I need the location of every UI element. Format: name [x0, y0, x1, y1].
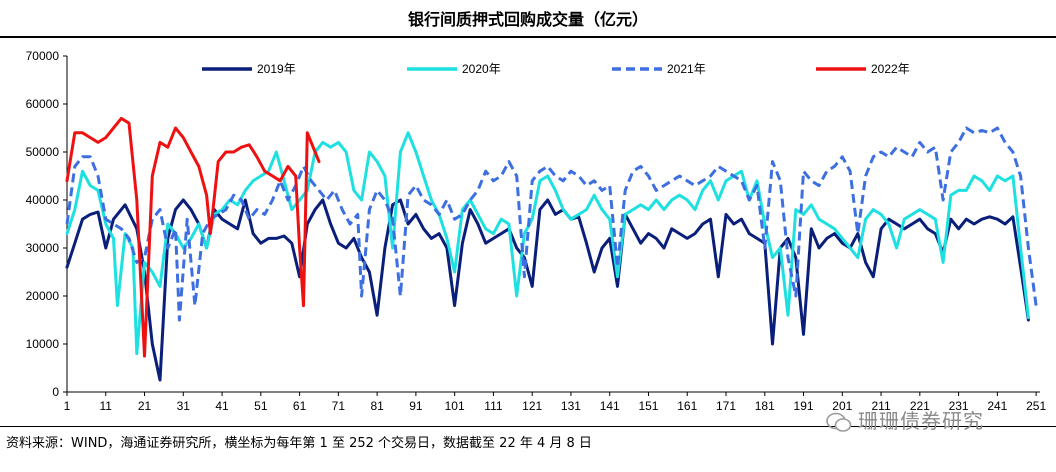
- y-tick-label: 50000: [26, 145, 60, 159]
- y-tick-label: 30000: [26, 241, 60, 255]
- footer-rule: [0, 426, 1056, 427]
- x-tick-label: 41: [215, 399, 229, 413]
- x-tick-label: 81: [370, 399, 384, 413]
- chart-title: 银行间质押式回购成交量（亿元）: [407, 10, 648, 29]
- x-tick-label: 201: [832, 399, 852, 413]
- series-line-2019年: [65, 198, 1030, 382]
- x-tick-label: 231: [949, 399, 969, 413]
- x-tick-label: 141: [600, 399, 620, 413]
- x-tick-label: 241: [987, 399, 1007, 413]
- x-tick-label: 71: [332, 399, 346, 413]
- y-tick-label: 20000: [26, 289, 60, 303]
- x-tick-label: 151: [638, 399, 658, 413]
- y-tick-label: 0: [52, 385, 59, 399]
- x-tick-label: 121: [522, 399, 542, 413]
- x-tick-label: 91: [409, 399, 423, 413]
- x-tick-label: 61: [293, 399, 307, 413]
- x-tick-label: 191: [794, 399, 814, 413]
- y-tick-label: 40000: [26, 193, 60, 207]
- y-tick-label: 10000: [26, 337, 60, 351]
- chart-series: [65, 116, 1038, 382]
- y-tick-label: 60000: [26, 97, 60, 111]
- x-tick-label: 31: [177, 399, 191, 413]
- x-tick-label: 251: [1026, 399, 1046, 413]
- legend-label: 2022年: [871, 62, 910, 76]
- wechat-icon: [826, 412, 852, 432]
- x-tick-label: 101: [445, 399, 465, 413]
- title-rule: [0, 36, 1056, 38]
- legend-label: 2021年: [667, 62, 706, 76]
- x-tick-label: 181: [755, 399, 775, 413]
- x-tick-label: 221: [910, 399, 930, 413]
- series-line-2020年: [65, 131, 1030, 356]
- x-tick-label: 161: [677, 399, 697, 413]
- series-line-2022年: [65, 116, 321, 358]
- x-tick-label: 11: [100, 399, 113, 413]
- series-line-2021年: [65, 126, 1038, 322]
- x-tick-label: 211: [871, 399, 890, 413]
- legend-label: 2019年: [257, 62, 296, 76]
- watermark: 珊珊债券研究: [858, 409, 984, 433]
- x-tick-label: 21: [138, 399, 152, 413]
- x-tick-label: 111: [484, 399, 503, 413]
- x-tick-label: 171: [716, 399, 736, 413]
- y-tick-label: 70000: [26, 49, 60, 63]
- chart-legend: 2019年 2020年 2021年 2022年: [202, 62, 910, 76]
- source-note: 资料来源：WIND，海通证券研究所，横坐标为每年第 1 至 252 个交易日，数…: [6, 436, 592, 451]
- x-tick-label: 131: [561, 399, 581, 413]
- x-tick-label: 51: [254, 399, 268, 413]
- legend-label: 2020年: [462, 62, 501, 76]
- x-tick-label: 1: [64, 399, 71, 413]
